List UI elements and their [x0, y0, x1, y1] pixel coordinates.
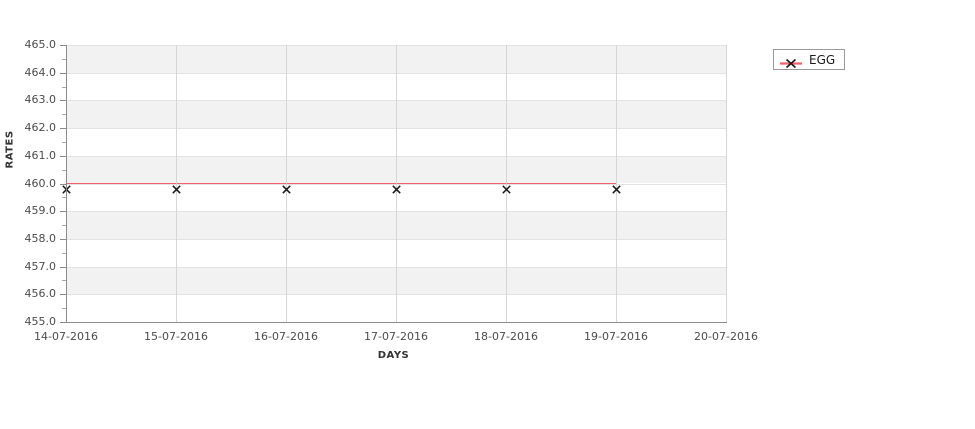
gridline-vertical — [506, 45, 507, 322]
x-axis-tick-label: 14-07-2016 — [34, 330, 98, 343]
y-axis-minor-tick — [62, 59, 66, 60]
gridline-vertical — [616, 45, 617, 322]
y-axis-minor-tick — [62, 308, 66, 309]
y-axis-tick — [60, 239, 66, 240]
x-axis-line — [66, 322, 727, 323]
y-axis-tick — [60, 73, 66, 74]
legend-item-label: EGG — [809, 52, 836, 67]
x-marker-icon — [780, 54, 802, 69]
y-axis-tick — [60, 156, 66, 157]
data-point-marker — [501, 179, 511, 194]
y-axis-minor-tick — [62, 114, 66, 115]
gridline-vertical — [396, 45, 397, 322]
y-axis-minor-tick — [62, 280, 66, 281]
y-axis-tick-label: 460.0 — [24, 176, 57, 190]
y-axis-tick-label: 461.0 — [24, 148, 57, 162]
x-axis-tick-label: 15-07-2016 — [144, 330, 208, 343]
x-axis-tick-label: 19-07-2016 — [584, 330, 648, 343]
y-axis-minor-tick — [62, 197, 66, 198]
x-axis-tick-label: 17-07-2016 — [364, 330, 428, 343]
chart-legend[interactable]: EGG — [773, 49, 846, 70]
y-axis-tick-label: 465.0 — [24, 38, 57, 51]
y-axis-minor-tick — [62, 142, 66, 143]
x-axis-tick-label: 16-07-2016 — [254, 330, 318, 343]
y-axis-tick-label: 456.0 — [24, 287, 57, 301]
y-axis-tick-label: 455.0 — [24, 315, 57, 328]
series-line-egg — [66, 182, 616, 185]
x-axis-title: DAYS — [377, 350, 410, 361]
y-axis-tick-label: 464.0 — [24, 65, 57, 79]
y-axis-tick — [60, 211, 66, 212]
y-axis-tick-label: 462.0 — [24, 121, 57, 135]
y-axis-tick — [60, 294, 66, 295]
gridline-vertical — [286, 45, 287, 322]
y-axis-tick — [60, 267, 66, 268]
y-axis-tick-label: 458.0 — [24, 231, 57, 245]
x-axis-tick-label: 18-07-2016 — [474, 330, 538, 343]
x-axis-tick-label: 20-07-2016 — [694, 330, 758, 343]
y-axis-minor-tick — [62, 87, 66, 88]
y-axis-line — [66, 45, 67, 323]
y-axis-tick-label: 459.0 — [24, 204, 57, 218]
y-axis-minor-tick — [62, 253, 66, 254]
gridline-vertical — [726, 45, 727, 322]
y-axis-tick — [60, 128, 66, 129]
data-point-marker — [61, 179, 71, 194]
y-axis-tick — [60, 184, 66, 185]
y-axis-title: RATES — [4, 130, 16, 169]
data-point-marker — [391, 179, 401, 194]
data-point-marker — [171, 179, 181, 194]
plot-area — [61, 45, 727, 323]
data-point-marker — [281, 179, 291, 194]
y-axis-tick-label: 457.0 — [24, 259, 57, 273]
y-axis-minor-tick — [62, 170, 66, 171]
gridline-vertical — [176, 45, 177, 322]
y-axis-tick — [60, 322, 66, 323]
y-axis-minor-tick — [62, 225, 66, 226]
y-axis-tick — [60, 100, 66, 101]
data-point-marker — [611, 179, 621, 194]
y-axis-tick — [60, 45, 66, 46]
y-axis-tick-label: 463.0 — [24, 93, 57, 107]
